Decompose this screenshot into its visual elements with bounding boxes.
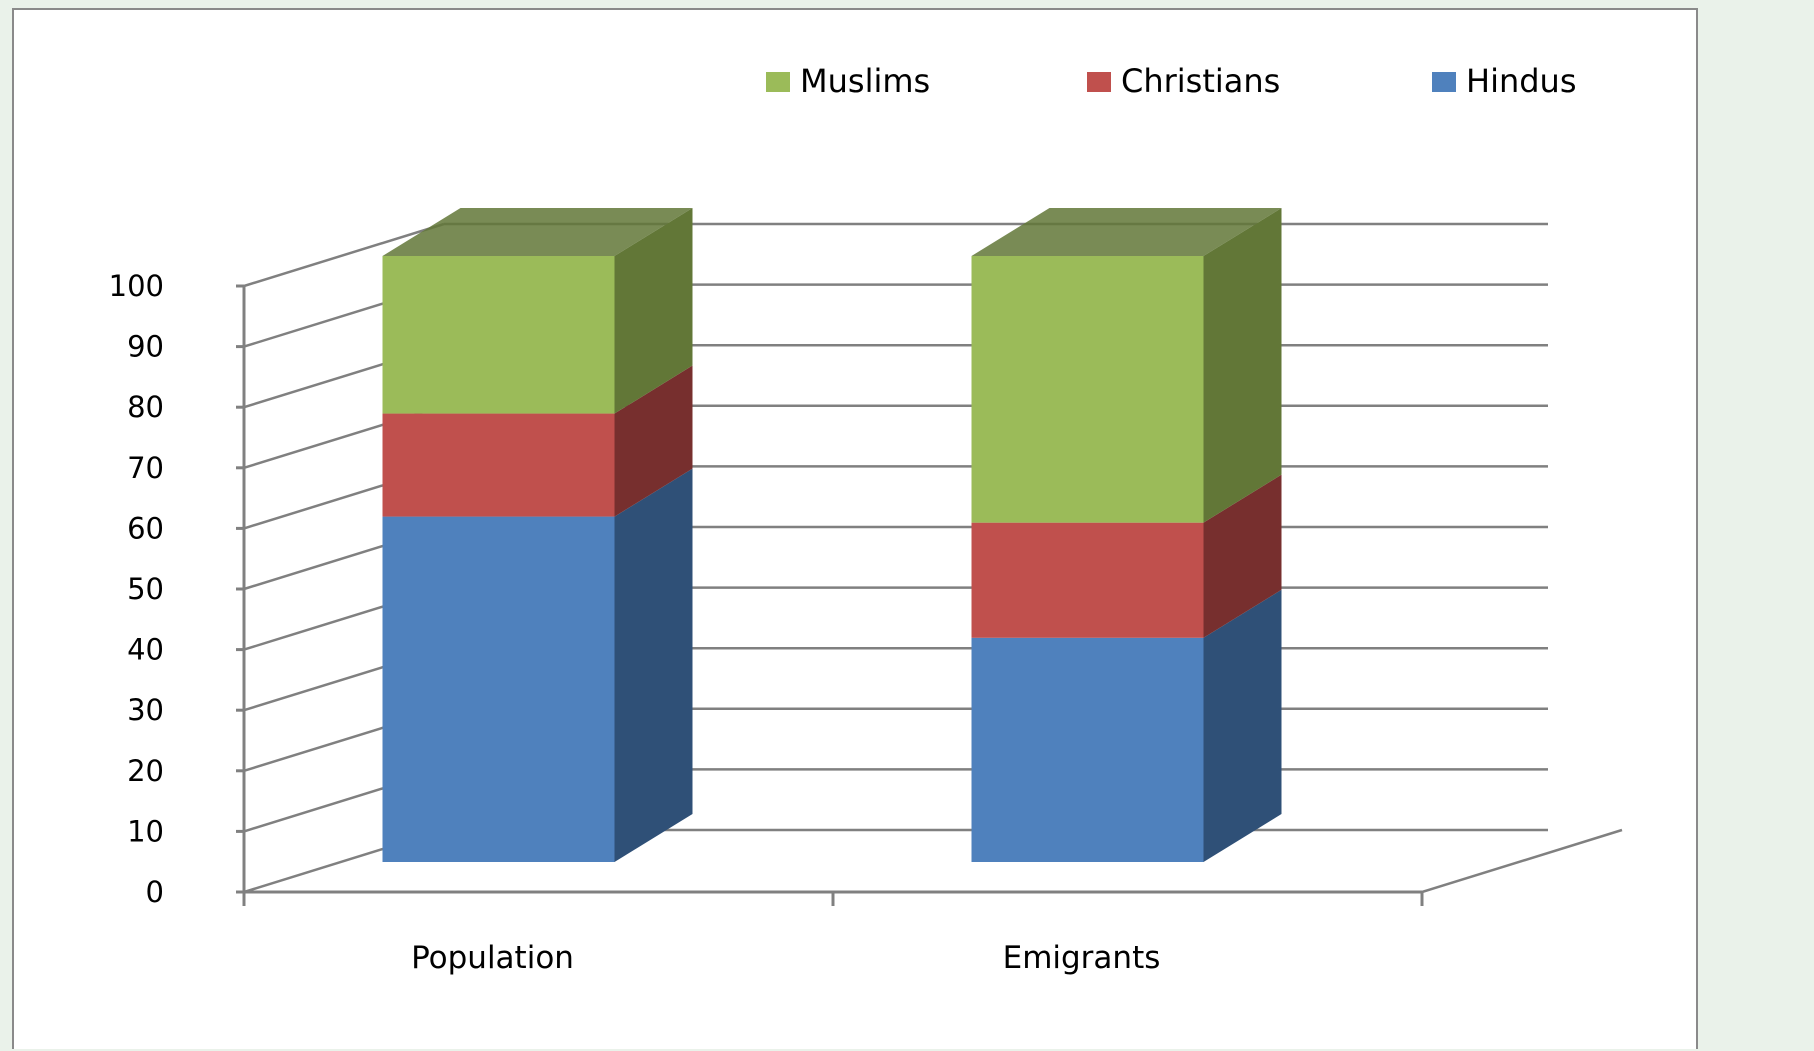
y-tick-label: 20 <box>127 754 164 788</box>
y-tick-label: 10 <box>127 814 164 848</box>
bar-segment-front <box>971 522 1204 638</box>
bar-segment-side <box>614 208 693 414</box>
legend-swatch <box>1087 72 1111 92</box>
bar-segment-front <box>971 637 1204 862</box>
bar-segment-side <box>1203 474 1282 638</box>
axis-layer <box>236 284 1623 906</box>
x-category-label: Emigrants <box>1003 940 1161 976</box>
bar-segment-front <box>971 256 1204 523</box>
legend-label: Muslims <box>800 62 930 100</box>
bar-segment-front <box>382 413 615 517</box>
y-tick-label: 70 <box>127 451 164 485</box>
y-tick-label: 90 <box>127 330 164 364</box>
y-tick-label: 30 <box>127 693 164 727</box>
x-category-label: Population <box>411 940 574 976</box>
y-tick-label: 0 <box>146 875 164 909</box>
bar-segment-top <box>971 208 1282 256</box>
bar-stack <box>971 208 1282 862</box>
chart-area: 0 10 20 30 40 50 60 70 80 90 100 Population Emigrant… <box>12 8 1698 1049</box>
labels-layer: 0 10 20 30 40 50 60 70 80 90 100 Population Emigrant… <box>109 269 1161 976</box>
bar-segment-side <box>614 468 693 862</box>
legend-label: Christians <box>1121 62 1280 100</box>
legend-label: Hindus <box>1466 62 1577 100</box>
floor-right-edge <box>1421 828 1623 894</box>
y-tick-label: 40 <box>127 633 164 667</box>
bar-segment-top <box>382 208 693 256</box>
legend-swatch <box>1432 72 1456 92</box>
bar-segment-front <box>382 256 615 414</box>
bar-stack <box>382 208 693 862</box>
gridline-side <box>243 222 445 288</box>
bar-segment-side <box>1203 208 1282 523</box>
y-tick-label: 100 <box>109 269 164 303</box>
y-tick-label: 50 <box>127 572 164 606</box>
y-tick-label: 80 <box>127 390 164 424</box>
bars-layer <box>382 208 1282 862</box>
legend-swatch <box>766 72 790 92</box>
stacked-3d-bar-chart: 0 10 20 30 40 50 60 70 80 90 100 Population Emigrant… <box>109 62 1623 976</box>
y-tick-label: 60 <box>127 511 164 545</box>
bar-segment-front <box>382 516 615 862</box>
bar-segment-side <box>614 365 693 517</box>
legend: Muslims Christians Hindus <box>766 62 1577 100</box>
bar-segment-side <box>1203 589 1282 862</box>
